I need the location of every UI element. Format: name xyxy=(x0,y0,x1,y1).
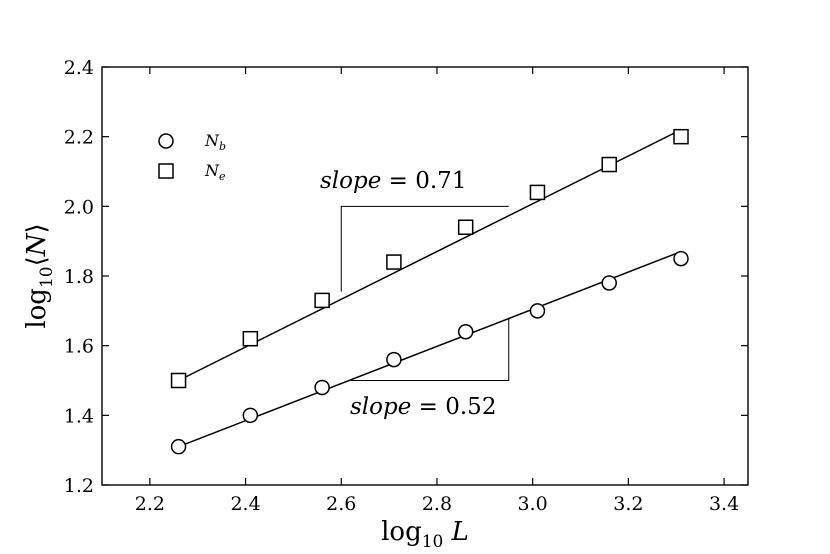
legend-label-ne: Ne xyxy=(204,161,226,183)
y-tick-label: 2.2 xyxy=(64,127,94,149)
slope-annotation: slope = 0.71 xyxy=(320,168,466,194)
y-tick-label: 1.8 xyxy=(64,266,94,288)
point-nb xyxy=(673,250,689,267)
legend-marker-nb xyxy=(158,133,174,149)
point-nb xyxy=(457,323,474,340)
legend-marker-ne xyxy=(158,163,174,179)
point-ne xyxy=(170,372,187,389)
x-tick-label: 2.8 xyxy=(422,493,452,515)
point-ne xyxy=(529,184,546,201)
point-ne xyxy=(457,219,474,235)
point-nb xyxy=(601,275,617,291)
y-axis-label: log10⟨N⟩ xyxy=(22,223,57,328)
legend-label-nb: Nb xyxy=(204,131,226,153)
y-tick-label: 2.4 xyxy=(64,57,94,79)
point-ne xyxy=(673,128,689,145)
fit-line-nb xyxy=(178,250,682,448)
plot-frame xyxy=(101,66,749,486)
y-tick-label: 1.6 xyxy=(64,336,94,358)
data-points xyxy=(170,128,689,455)
x-tick-label: 2.2 xyxy=(135,493,165,515)
slope-value: = 0.71 xyxy=(381,168,466,194)
point-nb xyxy=(170,438,187,455)
point-nb xyxy=(314,379,330,396)
slope-triangle xyxy=(350,317,510,381)
point-nb xyxy=(386,351,402,368)
x-axis-label: log10 L xyxy=(381,517,469,552)
y-tick-label: 1.4 xyxy=(64,405,94,427)
slope-word: slope xyxy=(320,168,381,194)
fit-line-ne xyxy=(178,129,682,382)
slope-triangle xyxy=(340,205,509,292)
point-ne xyxy=(314,292,330,309)
ticks: 2.2 2.4 2.6 2.8 3.0 3.2 3.4 1.2 1.4 1.6 1.8 2.0 2.2 2… xyxy=(64,57,748,515)
slope-word: slope xyxy=(350,394,411,420)
point-ne xyxy=(386,254,402,270)
x-tick-label: 3.2 xyxy=(613,493,643,515)
slope-annotation: slope = 0.52 xyxy=(350,394,496,420)
point-ne xyxy=(601,156,617,173)
x-tick-label: 2.4 xyxy=(230,493,260,515)
point-nb xyxy=(242,407,259,424)
x-tick-label: 3.4 xyxy=(709,493,739,515)
point-ne xyxy=(242,330,259,347)
y-tick-label: 2.0 xyxy=(64,196,94,218)
x-tick-label: 2.6 xyxy=(326,493,356,515)
slope-value: = 0.52 xyxy=(411,394,496,420)
y-tick-label: 1.2 xyxy=(64,475,94,497)
legend: Nb Ne xyxy=(158,131,226,183)
x-tick-label: 3.0 xyxy=(518,493,548,515)
point-nb xyxy=(529,303,546,319)
fit-lines xyxy=(178,129,682,448)
